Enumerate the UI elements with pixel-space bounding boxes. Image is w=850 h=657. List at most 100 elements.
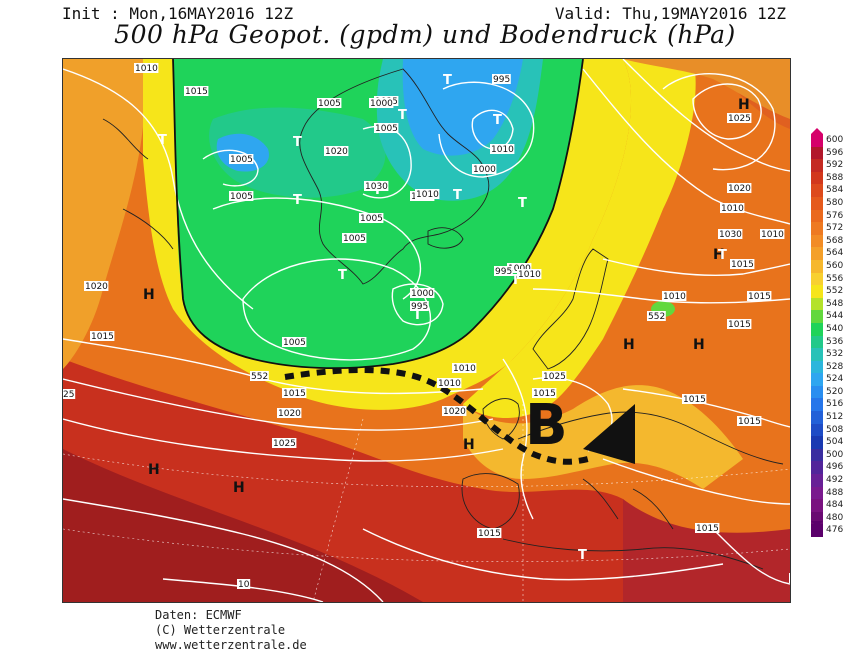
isobar-label-bg <box>507 263 532 273</box>
isobar-label: 25 <box>63 390 74 400</box>
isobar-label: 1005 <box>230 192 253 202</box>
low-pressure-label: T <box>443 73 452 88</box>
isobar-label-bg <box>727 113 752 123</box>
scale-swatch <box>811 247 823 260</box>
scale-label: 596 <box>826 147 844 158</box>
greenland-coast <box>299 68 490 285</box>
scale-step: 476 <box>811 524 843 537</box>
isobar <box>63 498 384 602</box>
map-labels: HHHHHHHHTTTTTTTTTTTTTT101010151020102510… <box>63 63 790 590</box>
scale-step: 568 <box>811 234 843 248</box>
scale-swatch <box>811 524 823 537</box>
isobar <box>63 378 494 431</box>
isobar-label: 1010 <box>761 230 784 240</box>
isobar-label: 1020 <box>85 282 108 292</box>
scale-swatch <box>811 209 823 223</box>
scale-swatch <box>811 196 823 210</box>
isobar-label-bg <box>277 408 302 418</box>
isobar-label-bg <box>452 363 477 373</box>
high-pressure-label: H <box>143 287 155 303</box>
isobar-label-bg <box>442 406 467 416</box>
isobar-label-bg <box>282 388 307 398</box>
isobar <box>502 358 534 520</box>
scale-step: 572 <box>811 222 843 235</box>
isobar-label: 1015 <box>533 389 556 399</box>
scale-label: 568 <box>826 235 844 246</box>
isobar-label: 1005 <box>360 214 383 224</box>
isobar-label-bg <box>63 389 76 399</box>
isobar-label-bg <box>410 288 435 298</box>
isobar <box>622 59 790 172</box>
low-pressure-label: T <box>453 188 462 203</box>
scale-step: 564 <box>811 247 843 260</box>
isobar-label-bg <box>647 311 666 321</box>
isobar-label-bg <box>364 181 389 191</box>
isobar-label-bg <box>532 388 557 398</box>
iceland-coast <box>427 227 464 249</box>
isobar-label-bg <box>737 416 762 426</box>
isobar <box>602 458 790 505</box>
isobar-label: 1005 <box>230 155 253 165</box>
scale-step: 520 <box>811 385 843 399</box>
color-scale: 600 596 592 588 584 580 576 572 568 564 560 556 552 5… <box>811 134 843 537</box>
isobar-label: 10 <box>238 580 250 590</box>
scale-label: 476 <box>826 525 844 536</box>
scale-label: 532 <box>826 349 844 360</box>
scale-label: 536 <box>826 336 844 347</box>
scale-step: 580 <box>811 196 843 210</box>
graticule-line <box>63 453 790 488</box>
scale-step: 600 <box>811 134 843 147</box>
isobar-label-bg <box>229 191 254 201</box>
isobar-label-bg <box>229 154 254 164</box>
scale-label: 552 <box>826 286 844 297</box>
scale-step: 532 <box>811 348 843 361</box>
isobar-label-bg <box>682 394 707 404</box>
low-pressure-label: T <box>293 135 302 150</box>
isobar-label-bg <box>747 291 772 301</box>
isobar-label-bg <box>324 146 349 156</box>
scale-bottom-tip <box>811 521 823 527</box>
website: www.wetterzentrale.de <box>155 638 307 652</box>
scale-step: 504 <box>811 436 843 449</box>
scale-step: 512 <box>811 411 843 424</box>
isobar-label-bg <box>472 164 497 174</box>
scale-step: 552 <box>811 285 843 298</box>
isobar-label: 1015 <box>283 389 306 399</box>
scale-label: 556 <box>826 273 844 284</box>
scale-label: 588 <box>826 172 844 183</box>
scale-label: 540 <box>826 323 844 334</box>
isobar-label: 552 <box>648 312 665 322</box>
init-time-label: Init : Mon,16MAY2016 12Z <box>62 4 294 23</box>
scale-label: 544 <box>826 311 844 322</box>
copyright: (C) Wetterzentrale <box>155 623 286 637</box>
scale-label: 508 <box>826 424 844 435</box>
contour-552-line <box>172 59 584 370</box>
isobar-label-bg <box>410 301 429 311</box>
scandinavia-coast <box>532 248 609 370</box>
high-pressure-label: H <box>148 462 160 478</box>
isobar <box>602 258 790 277</box>
scale-label: 516 <box>826 399 844 410</box>
isobar <box>712 528 790 585</box>
scale-label: 480 <box>826 512 844 523</box>
scale-step: 592 <box>811 159 843 172</box>
scale-step: 492 <box>811 474 843 487</box>
scale-swatch <box>811 398 823 412</box>
iberia-coast <box>461 473 520 530</box>
isobar <box>662 73 776 171</box>
scale-swatch <box>811 146 823 160</box>
isobar-label: 1015 <box>696 524 719 534</box>
field-yellow-east <box>463 59 696 419</box>
scale-swatch <box>811 423 823 437</box>
isobar-label-bg <box>720 203 745 213</box>
isobar-label: 552 <box>251 372 268 382</box>
isobar-label-bg <box>477 528 502 538</box>
isobar <box>162 578 324 602</box>
africa-coast <box>502 538 764 570</box>
weather-map-canvas: HHHHHHHHTTTTTTTTTTTTTT101010151020102510… <box>63 59 790 602</box>
europe-coast <box>517 411 784 465</box>
chart-title: 500 hPa Geopot. (gpdm) und Bodendruck (h… <box>114 20 736 49</box>
isobar-label-bg <box>282 337 307 347</box>
scale-step: 536 <box>811 335 843 349</box>
isobar-label: 1005 <box>375 124 398 134</box>
